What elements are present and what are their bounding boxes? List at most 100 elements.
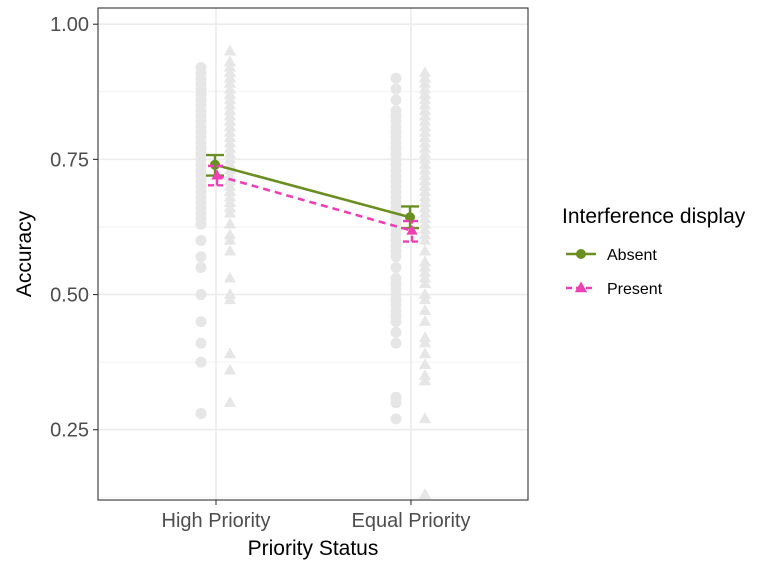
raw-point-absent [195, 337, 207, 349]
x-tick-label: High Priority [162, 510, 271, 532]
y-tick-label: 0.75 [50, 149, 89, 171]
mean-point-present [406, 224, 418, 235]
raw-point-absent [390, 337, 402, 349]
raw-point-present [418, 206, 432, 218]
raw-point-present [418, 93, 432, 105]
raw-point-absent [390, 326, 402, 338]
raw-point-present [418, 185, 432, 197]
raw-point-present [223, 147, 237, 159]
raw-point-present [223, 228, 237, 240]
raw-point-present [418, 266, 432, 278]
raw-point-present [223, 196, 237, 207]
raw-point-present [223, 60, 237, 72]
raw-point-present [223, 201, 237, 213]
raw-point-present [418, 412, 432, 424]
raw-point-present [418, 201, 432, 213]
y-axis: 0.25 0.50 0.75 1.00 [50, 14, 98, 442]
raw-point-present [418, 304, 432, 315]
raw-point-present [418, 217, 432, 229]
raw-point-present [223, 66, 237, 78]
x-axis: High Priority Equal Priority [162, 500, 471, 532]
raw-point-present [223, 185, 237, 197]
raw-point-present [418, 196, 432, 207]
panel-background [98, 8, 528, 500]
raw-point-present [223, 288, 237, 299]
raw-point-present [418, 293, 432, 305]
raw-point-present [223, 44, 237, 56]
raw-point-present [223, 244, 237, 256]
raw-point-present [418, 120, 432, 132]
raw-point-present [223, 347, 237, 359]
raw-point-present [418, 169, 432, 180]
raw-point-absent [390, 316, 402, 328]
raw-point-present [418, 71, 432, 83]
y-tick-label: 0.50 [50, 285, 89, 307]
raw-point-present [418, 98, 432, 110]
raw-point-present [418, 115, 432, 126]
series-line-present [216, 174, 413, 233]
raw-point-absent [390, 413, 402, 425]
raw-point-present [223, 142, 237, 153]
raw-point-absent [390, 94, 402, 106]
raw-point-absent [390, 83, 402, 95]
raw-point-present [418, 147, 432, 159]
y-axis-title: Accuracy [13, 210, 36, 297]
raw-point-present [223, 131, 237, 142]
raw-point-present [418, 77, 432, 88]
raw-point-absent [195, 289, 207, 301]
raw-point-present [223, 71, 237, 83]
raw-point-present [418, 104, 432, 115]
raw-point-absent [390, 262, 402, 274]
legend-key-circle [576, 249, 586, 259]
raw-point-absent [390, 72, 402, 84]
raw-point-present [223, 82, 237, 94]
raw-point-present [418, 271, 432, 283]
raw-point-absent [390, 251, 402, 263]
raw-point-present [418, 244, 432, 256]
raw-point-absent [195, 234, 207, 246]
x-tick-label: Equal Priority [352, 510, 471, 532]
mean-point-absent [405, 212, 415, 223]
mean-point-present [211, 169, 223, 180]
raw-point-present [223, 125, 237, 137]
raw-point-present [418, 336, 432, 348]
raw-point-present [418, 288, 432, 299]
raw-data-points [195, 44, 432, 499]
raw-point-present [418, 158, 432, 170]
y-tick-label: 1.00 [50, 14, 89, 36]
raw-point-present [223, 271, 237, 283]
raw-point-present [223, 190, 237, 202]
raw-point-present [418, 233, 432, 245]
raw-point-present [223, 93, 237, 105]
raw-point-present [418, 179, 432, 191]
raw-point-present [223, 88, 237, 99]
legend-key-triangle [574, 281, 588, 293]
series-present [208, 164, 421, 243]
raw-point-present [418, 174, 432, 186]
raw-point-present [418, 358, 432, 370]
grid-lines [98, 8, 528, 500]
raw-point-present [418, 88, 432, 99]
legend-entries: Absent Present [566, 247, 663, 298]
raw-point-present [418, 331, 432, 343]
raw-point-present [418, 488, 432, 499]
raw-point-present [223, 233, 237, 245]
raw-point-present [223, 120, 237, 132]
raw-point-absent [195, 218, 207, 230]
raw-point-present [223, 293, 237, 305]
raw-point-present [418, 261, 432, 272]
raw-point-present [418, 228, 432, 240]
raw-point-present [223, 55, 237, 67]
raw-point-present [418, 125, 432, 137]
raw-point-present [418, 223, 432, 234]
raw-point-present [418, 131, 432, 142]
y-tick-label: 0.25 [50, 420, 89, 442]
series-layer [206, 153, 421, 243]
raw-point-absent [195, 407, 207, 419]
raw-point-present [418, 374, 432, 386]
legend-label: Present [607, 281, 663, 298]
raw-point-present [223, 206, 237, 218]
raw-point-absent [390, 397, 402, 409]
raw-point-present [223, 104, 237, 115]
